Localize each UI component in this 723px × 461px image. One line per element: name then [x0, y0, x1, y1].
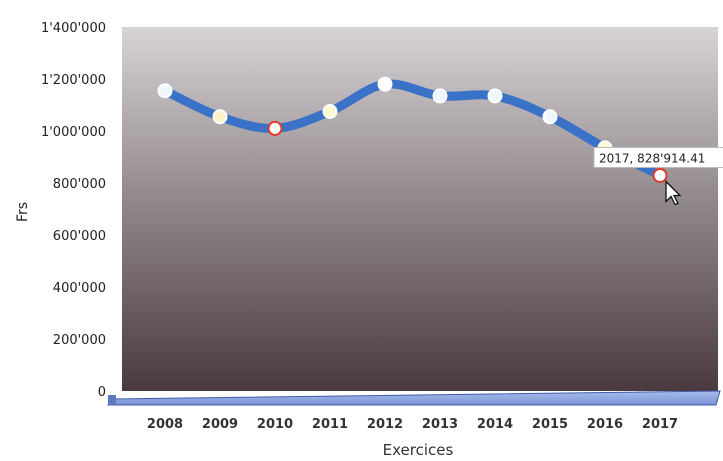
data-point[interactable] — [542, 109, 558, 125]
x-axis-title: Exercices — [383, 441, 454, 457]
plot-area — [122, 27, 718, 391]
series-points — [157, 76, 668, 183]
x-tick-label: 2009 — [202, 417, 238, 432]
tooltip-box — [593, 146, 723, 168]
data-point[interactable] — [322, 104, 338, 119]
y-tick-label: 0 — [98, 385, 106, 400]
x-tick-label: 2015 — [532, 417, 568, 432]
x-tick-label: 2014 — [477, 417, 513, 432]
data-point[interactable] — [157, 83, 173, 99]
data-point[interactable] — [432, 88, 448, 104]
data-tooltip: 2017, 828'914.41 — [593, 146, 723, 168]
y-tick-label: 800'000 — [53, 177, 106, 192]
x-tick-label: 2012 — [367, 417, 403, 432]
x-tick-label: 2013 — [422, 417, 458, 432]
y-tick-label: 1'200'000 — [41, 73, 106, 88]
series-line — [160, 79, 665, 180]
series-line-path — [160, 79, 665, 180]
y-tick-label: 600'000 — [53, 229, 106, 244]
mouse-cursor-icon — [665, 179, 682, 206]
x-tick-label: 2017 — [642, 417, 678, 432]
y-tick-label: 200'000 — [53, 333, 106, 348]
plot-floor — [107, 390, 721, 406]
y-tick-label: 400'000 — [53, 281, 106, 296]
data-point[interactable] — [487, 88, 503, 104]
data-point[interactable] — [652, 167, 668, 183]
data-point[interactable] — [212, 109, 228, 125]
y-axis-title: Frs — [15, 202, 31, 222]
x-tick-label: 2010 — [257, 417, 293, 432]
x-tick-label: 2008 — [147, 417, 183, 432]
y-tick-label: 1'000'000 — [41, 125, 106, 140]
y-tick-label: 1'400'000 — [41, 21, 106, 36]
x-tick-label: 2011 — [312, 417, 348, 432]
data-point[interactable] — [267, 120, 283, 136]
tooltip-text: 2017, 828'914.41 — [599, 151, 705, 165]
data-point[interactable] — [377, 76, 393, 92]
y-axis: 0 200'000 400'000 600'000 800'000 1'000'000 1'… — [41, 21, 106, 400]
x-tick-label: 2016 — [587, 417, 623, 432]
x-axis: 2008 2009 2010 2011 2012 2013 2014 2015 2016 2017 — [147, 417, 678, 432]
